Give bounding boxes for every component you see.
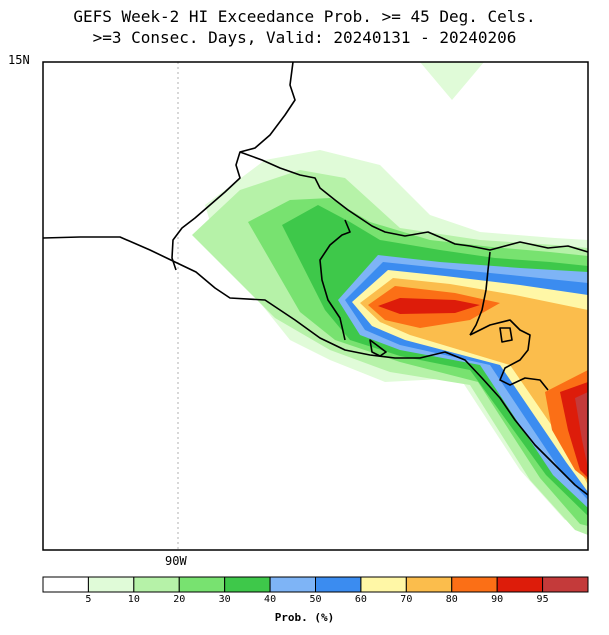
colorbar-tick-label: 80 xyxy=(445,594,458,605)
colorbar-tick-label: 5 xyxy=(85,594,92,605)
colorbar-title: Prob. (%) xyxy=(274,611,335,624)
colorbar-swatch xyxy=(451,576,498,593)
colorbar-swatch xyxy=(42,576,89,593)
colorbar-swatch xyxy=(224,576,271,593)
colorbar-tick-label: 95 xyxy=(536,594,549,605)
lon-label-90w: 90W xyxy=(165,554,187,568)
colorbar-swatch xyxy=(178,576,226,593)
colorbar-tick-label: 40 xyxy=(264,594,277,605)
colorbar-swatch xyxy=(269,576,317,593)
colorbar-swatch xyxy=(405,576,453,593)
colorbar-tick-label: 60 xyxy=(354,594,367,605)
probability-shading xyxy=(192,62,588,535)
map-border xyxy=(42,61,589,551)
colorbar-tick-label: 10 xyxy=(127,594,140,605)
lat-label-15n: 15N xyxy=(8,53,30,67)
colorbar-tick-label: 90 xyxy=(491,594,504,605)
colorbar-tick-label: 70 xyxy=(400,594,413,605)
colorbar-swatch xyxy=(360,576,407,593)
colorbar-swatch xyxy=(496,576,544,593)
colorbar xyxy=(42,576,589,593)
colorbar-tick-label: 30 xyxy=(218,594,231,605)
colorbar-swatch xyxy=(315,576,362,593)
colorbar-swatch xyxy=(133,576,180,593)
colorbar-swatch xyxy=(87,576,135,593)
colorbar-swatch xyxy=(542,576,589,593)
colorbar-tick-label: 20 xyxy=(173,594,186,605)
map-title: GEFS Week-2 HI Exceedance Prob. >= 45 De… xyxy=(73,7,536,26)
prob-band-95 xyxy=(575,392,588,468)
colorbar-tick-label: 50 xyxy=(309,594,322,605)
map-subtitle: >=3 Consec. Days, Valid: 20240131 - 2024… xyxy=(92,28,517,47)
prob-band-70 xyxy=(360,278,588,485)
coastlines xyxy=(42,61,589,496)
